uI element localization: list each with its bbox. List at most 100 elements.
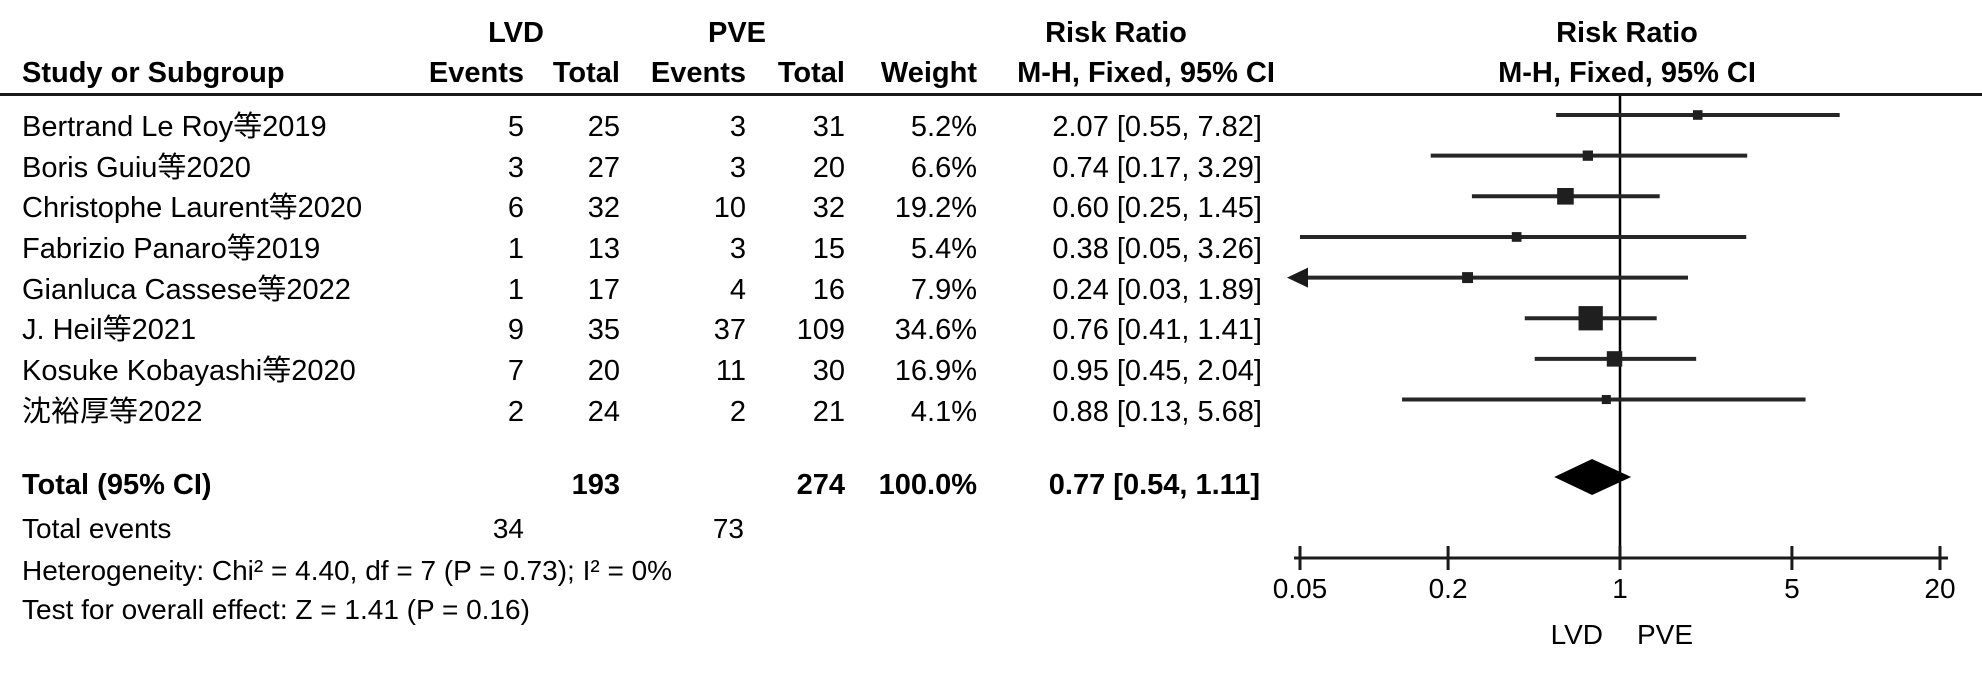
effect-square: [1462, 272, 1474, 284]
effect-square: [1606, 351, 1623, 367]
table-row: J. Heil等2021 9 35 37 109 34.6% 0.76 [0.41, 1.4…: [0, 310, 1982, 350]
total1-value: 27: [587, 151, 620, 184]
events2-value: 37: [713, 314, 746, 347]
group1-title: LVD: [488, 17, 544, 49]
ci-value: 0.88 [0.13, 5.68]: [1052, 395, 1262, 428]
heterogeneity-text: Heterogeneity: Chi² = 4.40, df = 7 (P = …: [22, 555, 673, 586]
col-header-study: Study or Subgroup: [22, 57, 285, 89]
events2-value: 10: [713, 192, 746, 225]
total2-value: 32: [812, 192, 845, 225]
table-row: 沈裕厚等2022 2 24 2 21 4.1% 0.88 [0.13, 5.68]: [0, 392, 1982, 432]
col-header-events2: Events: [650, 57, 746, 89]
total-label: Total (95% CI): [22, 469, 212, 501]
study-name: 沈裕厚等2022: [22, 395, 203, 428]
overall-effect-text: Test for overall effect: Z = 1.41 (P = 0…: [22, 594, 530, 625]
total2-value: 20: [812, 151, 845, 184]
events1-value: 9: [507, 314, 524, 347]
axis-label-left: LVD: [1551, 619, 1603, 650]
events1-value: 3: [507, 151, 524, 184]
weight-value: 4.1%: [910, 395, 977, 428]
col-header-weight: Weight: [880, 57, 977, 89]
total1-value: 25: [587, 111, 620, 143]
col-header-total2: Total: [777, 57, 845, 89]
total-total1: 193: [571, 469, 620, 501]
events2-value: 2: [729, 395, 746, 428]
weight-value: 16.9%: [894, 354, 977, 387]
total1-value: 32: [587, 192, 620, 225]
events2-value: 3: [729, 232, 746, 265]
effect-square: [1601, 395, 1611, 405]
total2-value: 109: [796, 314, 845, 347]
study-name: J. Heil等2021: [22, 314, 197, 347]
study-name: Christophe Laurent等2020: [22, 192, 363, 225]
events2-value: 3: [729, 111, 746, 143]
total1-value: 13: [587, 232, 620, 265]
effect-square: [1692, 110, 1703, 120]
weight-value: 7.9%: [910, 273, 977, 306]
table-row: Fabrizio Panaro等2019 1 13 3 15 5.4% 0.38 [0.05…: [0, 229, 1982, 269]
ci-value: 0.24 [0.03, 1.89]: [1052, 273, 1262, 306]
effect-title-text-column: Risk Ratio: [1045, 17, 1187, 49]
table-row: Kosuke Kobayashi等2020 7 20 11 30 16.9% 0.95 [0…: [0, 351, 1982, 391]
study-name: Fabrizio Panaro等2019: [22, 232, 321, 265]
col-header-total1: Total: [552, 57, 620, 89]
ci-value: 0.76 [0.41, 1.41]: [1052, 314, 1262, 347]
study-name: Gianluca Cassese等2022: [22, 273, 351, 306]
ci-value: 2.07 [0.55, 7.82]: [1052, 111, 1262, 143]
weight-value: 5.2%: [910, 111, 977, 143]
total2-value: 16: [812, 273, 845, 306]
total-events-label: Total events: [22, 513, 172, 544]
events1-value: 6: [507, 192, 524, 225]
ci-arrow-left: [1287, 267, 1308, 288]
total1-value: 20: [587, 354, 620, 387]
total2-value: 21: [812, 395, 845, 428]
effect-square: [1578, 306, 1603, 331]
axis-label-right: PVE: [1637, 619, 1693, 650]
events1-value: 1: [507, 273, 524, 306]
total-ci: 0.77 [0.54, 1.11]: [1048, 469, 1260, 501]
events1-value: 7: [507, 354, 524, 387]
total2-value: 15: [812, 232, 845, 265]
effect-square: [1582, 150, 1593, 161]
group2-title: PVE: [707, 17, 767, 49]
events1-value: 2: [507, 395, 524, 428]
total-row: Total (95% CI) 193 274 100.0% 0.77 [0.54…: [0, 465, 1982, 505]
ci-value: 0.74 [0.17, 3.29]: [1052, 151, 1262, 184]
total-diamond: [1554, 459, 1632, 495]
axis-tick-label: 0.05: [1273, 573, 1328, 604]
axis-tick-label: 5: [1784, 573, 1800, 604]
events2-value: 4: [729, 273, 746, 306]
total2-value: 30: [812, 354, 845, 387]
total-events-group1: 34: [492, 513, 524, 544]
ci-value: 0.60 [0.25, 1.45]: [1052, 192, 1262, 225]
axis-tick-label: 1: [1612, 573, 1628, 604]
ci-value: 0.38 [0.05, 3.26]: [1052, 232, 1262, 265]
total1-value: 35: [587, 314, 620, 347]
col-header-method-plot: M-H, Fixed, 95% CI: [1498, 57, 1756, 89]
total-events-group2: 73: [712, 513, 744, 544]
events1-value: 5: [507, 111, 524, 143]
events2-value: 3: [729, 151, 746, 184]
total1-value: 24: [587, 395, 620, 428]
weight-value: 34.6%: [894, 314, 977, 347]
axis-tick-label: 0.2: [1429, 573, 1468, 604]
total1-value: 17: [587, 273, 620, 306]
table-row: Bertrand Le Roy等2019 5 25 3 31 5.2% 2.07 [0.55…: [0, 107, 1982, 147]
effect-square: [1511, 232, 1522, 242]
effect-square: [1557, 188, 1574, 205]
weight-value: 19.2%: [894, 192, 977, 225]
table-row: Boris Guiu等2020 3 27 3 20 6.6% 0.74 [0.17, 3.2…: [0, 148, 1982, 188]
header-divider: [0, 93, 1982, 96]
table-row: Gianluca Cassese等2022 1 17 4 16 7.9% 0.24 [0.0…: [0, 270, 1982, 310]
total-events-row: Total events 34 73: [0, 509, 1982, 549]
col-header-method-text: M-H, Fixed, 95% CI: [1017, 57, 1275, 89]
col-header-events1: Events: [428, 57, 524, 89]
total-total2: 274: [796, 469, 845, 501]
table-row: Christophe Laurent等2020 6 32 10 32 19.2% 0.60 …: [0, 188, 1982, 228]
total-weight: 100.0%: [878, 469, 977, 501]
effect-title-plot-column: Risk Ratio: [1556, 17, 1698, 49]
study-name: Bertrand Le Roy等2019: [22, 111, 327, 143]
ci-value: 0.95 [0.45, 2.04]: [1052, 354, 1262, 387]
